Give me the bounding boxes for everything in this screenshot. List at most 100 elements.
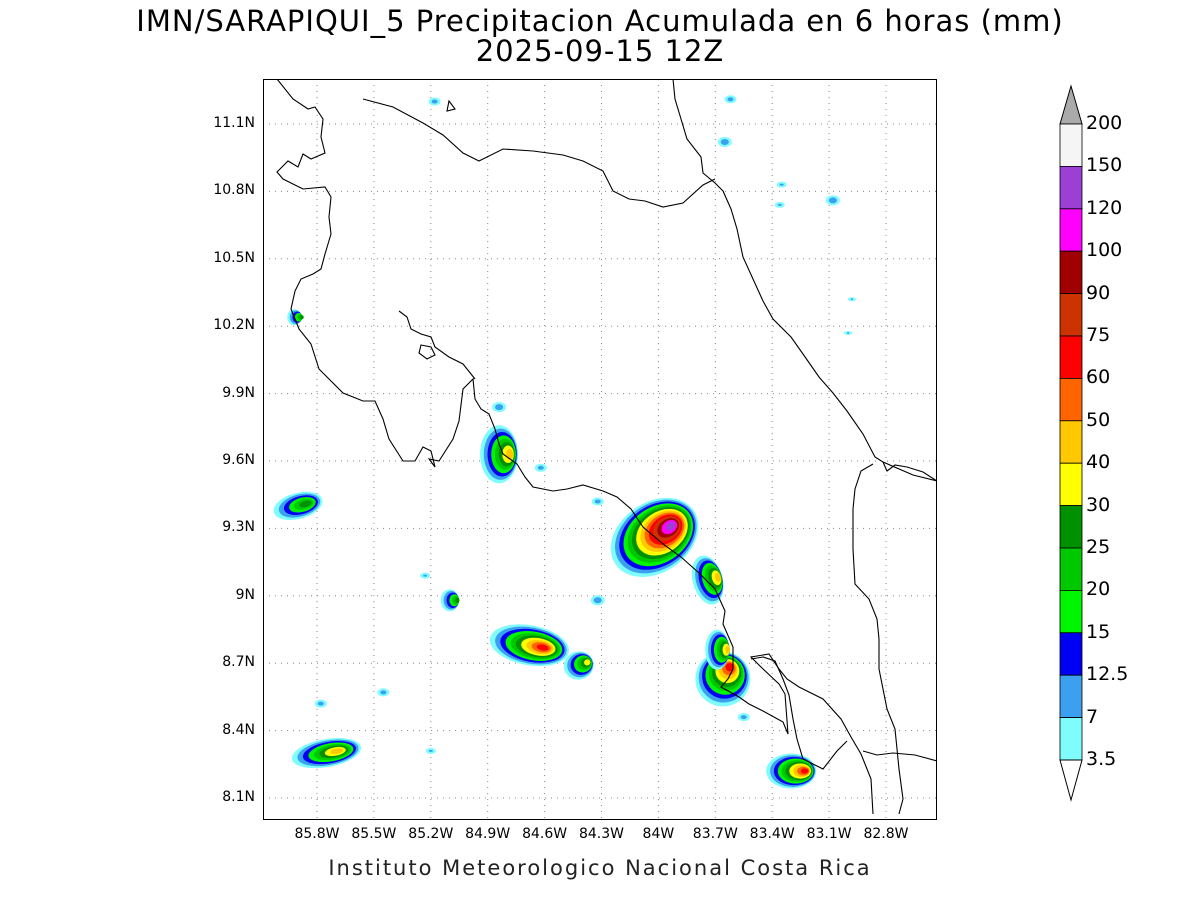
rain-speck-core — [594, 499, 601, 504]
lake-island — [446, 99, 456, 112]
lon-label: 84.6W — [522, 826, 568, 842]
lat-label: 9.6N — [222, 452, 255, 468]
rain-speck-core — [537, 465, 544, 470]
map-subtitle: 2025-09-15 12Z — [475, 34, 725, 68]
rain-cell — [563, 651, 594, 680]
lon-label: 84W — [642, 826, 675, 842]
colorbar-level-label: 30 — [1086, 493, 1111, 516]
rain-cell — [287, 309, 304, 326]
rain-speck-core — [740, 715, 747, 720]
colorbar-level-label: 200 — [1086, 112, 1123, 134]
colorbar-level-label: 100 — [1086, 239, 1123, 262]
lat-label: 8.4N — [222, 721, 255, 738]
rain-contour-40 — [330, 748, 344, 755]
colorbar-max-triangle — [1059, 84, 1083, 125]
rain-contour-40 — [714, 572, 721, 582]
south-coast — [862, 750, 937, 762]
rain-cell — [766, 753, 817, 789]
rain-contour-60 — [725, 663, 734, 672]
colorbar-swatch-120 — [1059, 166, 1083, 210]
colorbar-swatch-60 — [1059, 335, 1083, 379]
lon-label: 83.7W — [692, 826, 738, 842]
rain-contour-40 — [725, 645, 730, 654]
lat-label: 9N — [235, 586, 255, 603]
rain-contour-30 — [584, 659, 591, 666]
nicaragua-border — [362, 98, 716, 208]
rain-speck-core — [720, 138, 729, 145]
colorbar-level-label: 20 — [1086, 578, 1111, 601]
colorbar-swatch-40 — [1059, 420, 1083, 464]
rain-cell — [440, 589, 460, 612]
rain-speck-core — [727, 97, 734, 102]
colorbar-level-label: 7 — [1086, 705, 1099, 728]
lon-label: 85.8W — [294, 826, 340, 842]
rain-speck-core — [850, 298, 853, 301]
colorbar-level-label: 60 — [1086, 366, 1111, 389]
lat-label: 10.2N — [213, 317, 255, 334]
rain-speck-core — [828, 197, 837, 204]
rain-speck-core — [847, 331, 850, 334]
rain-contour-25 — [299, 315, 304, 320]
pacific-coastline — [276, 79, 874, 815]
rain-contour-25 — [299, 500, 312, 508]
colorbar-level-label: 3.5 — [1086, 748, 1117, 770]
rain-cell — [489, 624, 569, 667]
rain-contour-25 — [455, 597, 460, 603]
lon-label: 85.2W — [408, 826, 454, 842]
colorbar-level-label: 25 — [1086, 536, 1111, 558]
map-title: IMN/SARAPIQUI_5 Precipitacion Acumulada … — [136, 4, 1064, 38]
rain-cell — [610, 497, 699, 577]
colorbar-swatch-12.5 — [1059, 632, 1083, 676]
lon-label: 82.8W — [863, 826, 909, 842]
precipitation-cells — [273, 95, 856, 789]
panama-border — [882, 461, 937, 482]
nicoya-inner-coast — [398, 310, 476, 380]
colorbar-level-label: 75 — [1086, 324, 1111, 346]
rain-cell — [691, 555, 724, 605]
lon-label: 84.3W — [578, 826, 624, 842]
lon-label: 84.9W — [465, 826, 511, 842]
colorbar-swatch-90 — [1059, 250, 1083, 294]
lat-label: 8.1N — [222, 789, 255, 805]
colorbar-level-label: 50 — [1086, 408, 1111, 431]
lat-label: 10.8N — [213, 182, 255, 199]
rain-speck-core — [593, 597, 602, 604]
lat-label: 10.5N — [213, 249, 255, 266]
colorbar — [1059, 84, 1083, 802]
colorbar-swatch-150 — [1059, 123, 1083, 167]
graticule — [263, 79, 937, 820]
map-plot-area — [263, 79, 937, 820]
colorbar-swatch-30 — [1059, 462, 1083, 507]
colorbar-swatch-7 — [1059, 674, 1083, 719]
rain-speck-core — [779, 183, 784, 186]
colorbar-level-label: 90 — [1086, 281, 1111, 304]
osa-peninsula — [750, 656, 848, 770]
lat-label: 9.3N — [222, 519, 255, 536]
island-small — [418, 344, 436, 360]
colorbar-swatch-3.5 — [1059, 717, 1083, 761]
rain-speck-core — [495, 404, 504, 411]
rain-speck-core — [428, 749, 433, 752]
lat-label: 11.1N — [213, 115, 255, 131]
rain-cell — [273, 491, 323, 521]
colorbar-level-label: 40 — [1086, 451, 1111, 474]
colorbar-level-label: 120 — [1086, 196, 1123, 219]
colorbar-swatch-50 — [1059, 377, 1083, 422]
colorbar-swatch-100 — [1059, 208, 1083, 252]
rain-contour-60 — [536, 644, 549, 651]
colorbar-level-label: 15 — [1086, 620, 1111, 643]
colorbar-level-label: 150 — [1086, 154, 1123, 177]
coastline — [276, 79, 937, 815]
lat-label: 8.7N — [222, 654, 255, 671]
colorbar-swatch-25 — [1059, 505, 1083, 549]
rain-cell — [705, 629, 730, 670]
precipitation-map — [263, 79, 937, 820]
rain-cell — [291, 737, 362, 769]
lon-label: 83.4W — [749, 826, 795, 842]
rain-speck-core — [317, 701, 324, 706]
lon-label: 83.1W — [806, 826, 852, 842]
panama-border-south — [852, 463, 904, 815]
footer-credit: Instituto Meteorologico Nacional Costa R… — [328, 856, 872, 880]
rain-speck-core — [777, 203, 782, 206]
caribbean-coastline — [672, 79, 937, 482]
